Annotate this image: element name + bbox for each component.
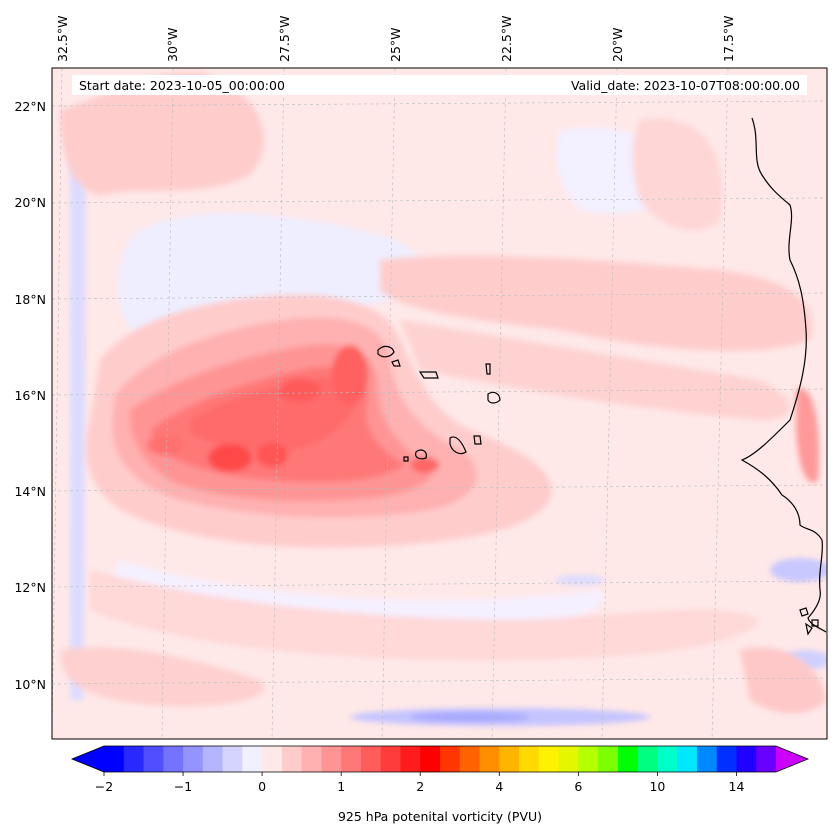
colorbar-segments	[104, 746, 777, 772]
colorbar-segment	[479, 746, 500, 772]
colorbar-tick-label: 0	[258, 779, 266, 794]
lon-label: 22.5°W	[499, 16, 514, 62]
colorbar-segment	[598, 746, 619, 772]
lon-label: 27.5°W	[277, 16, 292, 62]
colorbar-segment	[183, 746, 204, 772]
colorbar-segment	[538, 746, 560, 772]
island-sao-nicolau	[418, 371, 439, 379]
colorbar-segment	[242, 746, 263, 772]
africa-coastline	[740, 117, 827, 633]
lat-label: 22°N	[14, 99, 46, 114]
colorbar-segment	[677, 746, 698, 772]
colorbar-segment	[716, 746, 737, 772]
colorbar-segment	[637, 746, 658, 772]
colorbar-tick-label: 10	[649, 779, 665, 794]
lat-label: 14°N	[14, 484, 46, 499]
lon-label: 32.5°W	[55, 16, 70, 62]
lon-label: 30°W	[165, 27, 180, 62]
colorbar-segment	[104, 746, 125, 772]
colorbar-segment	[558, 746, 579, 772]
colorbar-segment	[578, 746, 599, 772]
colorbar-segment	[617, 746, 639, 772]
island-maio	[473, 435, 482, 445]
lat-label: 16°N	[14, 388, 46, 403]
colorbar-segment	[360, 746, 382, 772]
colorbar-tick-label: 2	[416, 779, 424, 794]
colorbar-segment	[301, 746, 322, 772]
colorbar-segment	[321, 746, 342, 772]
bijagos-islands	[799, 607, 819, 636]
weak-pv-bands	[60, 71, 826, 714]
start-date-text: Start date: 2023-10-05_00:00:00	[79, 78, 285, 93]
island-santo-antao	[377, 345, 395, 358]
date-info-box: Start date: 2023-10-05_00:00:00 Valid_da…	[72, 75, 807, 95]
colorbar-tick-label: 14	[729, 779, 745, 794]
colorbar: −2 −1 0 1 2 4 6 10 14 925 hPa potenital vorticit…	[70, 745, 810, 824]
colorbar-segment	[459, 746, 481, 772]
colorbar-segment	[281, 746, 303, 772]
latitude-labels: 22°N 20°N 18°N 16°N 14°N 12°N 10°N	[14, 99, 46, 692]
island-sao-vicente	[391, 359, 401, 367]
valid-date-text: Valid_date: 2023-10-07T08:00:00.00	[571, 78, 800, 93]
colorbar-segment	[222, 746, 243, 772]
colorbar-segment	[341, 746, 362, 772]
island-fogo	[415, 449, 427, 460]
colorbar-segment	[440, 746, 461, 772]
lat-label: 10°N	[14, 677, 46, 692]
colorbar-under-arrow	[72, 746, 104, 772]
colorbar-segment	[380, 746, 401, 772]
lon-label: 20°W	[610, 27, 625, 62]
lon-label: 25°W	[388, 27, 403, 62]
colorbar-segment	[657, 746, 678, 772]
colorbar-segment	[143, 746, 164, 772]
map-area: Start date: 2023-10-05_00:00:00 Valid_da…	[52, 68, 827, 739]
coastline	[377, 117, 827, 636]
colorbar-segment	[262, 746, 283, 772]
colorbar-tick-label: 6	[574, 779, 582, 794]
lat-label: 18°N	[14, 292, 46, 307]
pv-swirl-feature	[86, 294, 552, 548]
island-brava	[403, 456, 409, 462]
colorbar-segment	[202, 746, 224, 772]
colorbar-segment	[756, 746, 777, 772]
colorbar-segment	[696, 746, 718, 772]
colorbar-tick-label: 1	[337, 779, 345, 794]
graticule	[52, 68, 827, 739]
colorbar-segment	[519, 746, 540, 772]
date-info-background	[72, 75, 807, 95]
colorbar-ticks: −2 −1 0 1 2 4 6 10 14	[95, 772, 745, 794]
colorbar-segment	[123, 746, 145, 772]
island-sal	[485, 363, 491, 375]
colorbar-over-arrow	[776, 746, 808, 772]
island-boa-vista	[487, 391, 501, 404]
colorbar-tick-label: −1	[174, 779, 192, 794]
island-santiago	[449, 436, 467, 455]
lat-label: 20°N	[14, 195, 46, 210]
colorbar-segment	[400, 746, 421, 772]
colorbar-segment	[499, 746, 520, 772]
colorbar-tick-label: 4	[495, 779, 503, 794]
lat-label: 12°N	[14, 580, 46, 595]
colorbar-tick-label: −2	[95, 779, 113, 794]
colorbar-label: 925 hPa potenital vorticity (PVU)	[338, 809, 542, 824]
colorbar-segment	[163, 746, 184, 772]
map-frame	[51, 67, 828, 740]
lon-label: 17.5°W	[721, 16, 736, 62]
colorbar-segment	[420, 746, 441, 772]
longitude-labels: 32.5°W 30°W 27.5°W 25°W 22.5°W 20°W 17.5…	[55, 16, 736, 62]
colorbar-segment	[736, 746, 757, 772]
